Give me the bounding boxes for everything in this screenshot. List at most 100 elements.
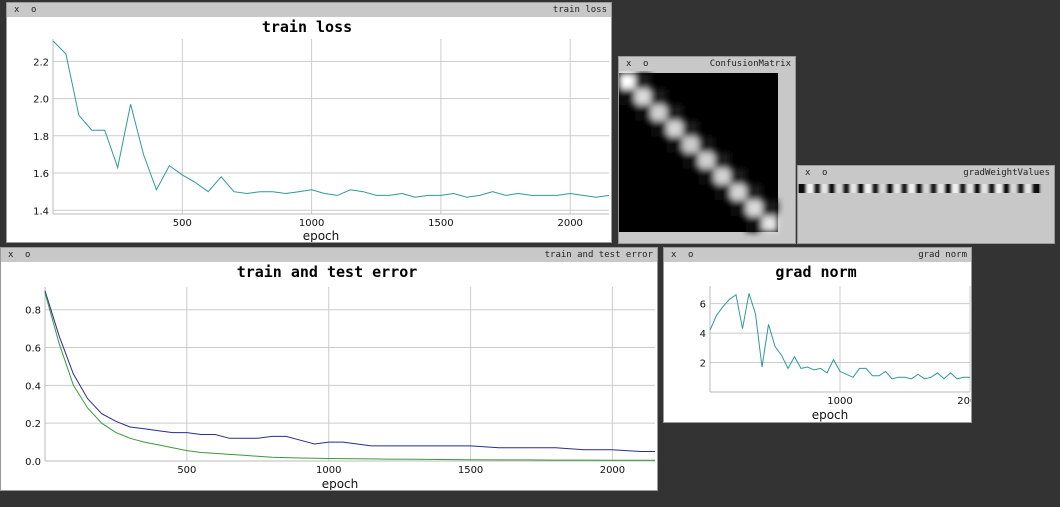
confusion-cell xyxy=(730,200,747,217)
close-button[interactable]: x xyxy=(671,250,677,260)
confusion-cell xyxy=(762,216,778,232)
grad-weight-cell xyxy=(828,184,836,193)
confusion-matrix-window[interactable]: x o ConfusionMatrix xyxy=(618,56,796,244)
confusion-cell xyxy=(698,152,715,169)
confusion-cell xyxy=(746,184,763,201)
options-button[interactable]: o xyxy=(822,168,828,178)
grad-weight-cell xyxy=(842,184,851,193)
y-tick-label: 4 xyxy=(700,329,706,340)
grad-weight-values-window[interactable]: x o gradWeightValues xyxy=(797,165,1055,244)
window-title: train and test error xyxy=(544,250,653,260)
confusion-cells xyxy=(619,73,778,232)
close-button[interactable]: x xyxy=(8,250,14,260)
x-tick-label: 1000 xyxy=(827,396,852,407)
confusion-matrix-image xyxy=(619,73,778,232)
confusion-matrix-titlebar[interactable]: x o ConfusionMatrix xyxy=(619,57,795,71)
grad-weight-cell xyxy=(966,184,975,193)
grad-weight-cell xyxy=(893,184,902,193)
x-tick-label: 500 xyxy=(177,465,196,476)
confusion-cell xyxy=(619,88,635,105)
grad-weight-cell xyxy=(864,184,873,193)
options-button[interactable]: o xyxy=(688,250,694,260)
grad-norm-chart: 1000 2000 2 4 6 grad norm epoch xyxy=(700,263,971,422)
options-button[interactable]: o xyxy=(25,250,31,260)
options-button[interactable]: o xyxy=(31,5,37,15)
train-loss-window[interactable]: x o train loss 500 1000 1500 2000 1.4 1.6 1.8 2… xyxy=(6,2,612,243)
grad-weight-cell xyxy=(937,184,945,193)
grad-weight-cell xyxy=(1009,184,1018,193)
confusion-cell xyxy=(666,120,683,137)
chart-title: train loss xyxy=(262,18,352,36)
x-axis-label: epoch xyxy=(303,229,340,242)
train-test-error-window[interactable]: x o train and test error 500 1000 1500 2000… xyxy=(0,247,658,491)
confusion-cell xyxy=(650,88,667,105)
window-title: grad norm xyxy=(918,250,967,260)
grad-norm-titlebar[interactable]: x o grad norm xyxy=(664,248,971,262)
y-tick-label: 1.4 xyxy=(33,206,49,217)
grad-weight-cell xyxy=(959,184,967,193)
grad-weight-cell xyxy=(849,184,858,193)
x-axis-label: epoch xyxy=(322,477,359,490)
grad-norm-window[interactable]: x o grad norm 1000 2000 2 4 6 grad norm epoch xyxy=(663,247,972,423)
series-line-test-error xyxy=(44,290,655,452)
confusion-cell xyxy=(666,136,683,153)
y-tick-label: 0.4 xyxy=(25,381,41,392)
y-tick-label: 2.0 xyxy=(33,95,49,106)
series-line-train-loss xyxy=(52,40,610,198)
confusion-cell xyxy=(730,184,747,201)
confusion-cell xyxy=(634,73,651,89)
grad-weight-cell xyxy=(1002,184,1011,193)
confusion-cell xyxy=(714,152,731,169)
x-tick-label: 1000 xyxy=(316,465,341,476)
x-tick-label: 1500 xyxy=(458,465,483,476)
x-tick-label: 500 xyxy=(173,218,192,229)
grad-weight-cell xyxy=(973,184,982,193)
confusion-cell xyxy=(698,136,715,153)
chart-title: train and test error xyxy=(237,263,418,281)
grad-weight-cell xyxy=(820,184,829,193)
y-tick-label: 2.2 xyxy=(33,57,49,68)
grad-weight-cell xyxy=(951,184,960,193)
confusion-cell xyxy=(619,73,635,89)
grad-weight-cell xyxy=(988,184,996,193)
confusion-cell xyxy=(714,168,731,185)
train-test-error-titlebar[interactable]: x o train and test error xyxy=(1,248,657,262)
y-tick-label: 1.6 xyxy=(33,169,49,180)
y-tick-label: 6 xyxy=(700,300,706,311)
x-tick-label: 2000 xyxy=(557,218,582,229)
series-line-grad-norm xyxy=(709,293,970,380)
confusion-cell xyxy=(714,184,731,201)
grad-weight-cell xyxy=(835,184,844,193)
confusion-cell xyxy=(650,120,667,137)
x-tick-label: 2000 xyxy=(600,465,625,476)
confusion-cell xyxy=(634,104,651,121)
grad-weight-values-image xyxy=(799,184,1040,193)
grad-weight-cell xyxy=(995,184,1004,193)
grad-weight-cell xyxy=(915,184,924,193)
y-tick-label: 0.8 xyxy=(25,306,41,317)
grad-weight-values-titlebar[interactable]: x o gradWeightValues xyxy=(798,166,1054,180)
close-button[interactable]: x xyxy=(626,59,632,69)
confusion-cell xyxy=(634,88,651,105)
y-tick-label: 0.2 xyxy=(25,419,41,430)
confusion-cell xyxy=(650,104,667,121)
train-loss-chart: 500 1000 1500 2000 1.4 1.6 1.8 2.0 2.2 train loss… xyxy=(33,18,610,242)
grad-weight-cell xyxy=(857,184,865,193)
confusion-cell xyxy=(730,168,747,185)
close-button[interactable]: x xyxy=(14,5,20,15)
grad-weight-cells xyxy=(799,184,1040,193)
grad-weight-cell xyxy=(929,184,938,193)
y-tick-label: 2 xyxy=(700,359,706,370)
grad-weight-cell xyxy=(1017,184,1025,193)
confusion-cell xyxy=(698,168,715,185)
options-button[interactable]: o xyxy=(643,59,649,69)
chart-title: grad norm xyxy=(775,263,856,281)
y-tick-label: 1.8 xyxy=(33,132,49,143)
confusion-cell xyxy=(666,104,683,121)
train-loss-titlebar[interactable]: x o train loss xyxy=(7,3,611,17)
grad-weight-cell xyxy=(806,184,815,193)
grad-weight-cell xyxy=(900,184,909,193)
x-axis-label: epoch xyxy=(812,408,849,422)
close-button[interactable]: x xyxy=(805,168,811,178)
y-tick-label: 0.6 xyxy=(25,344,41,355)
